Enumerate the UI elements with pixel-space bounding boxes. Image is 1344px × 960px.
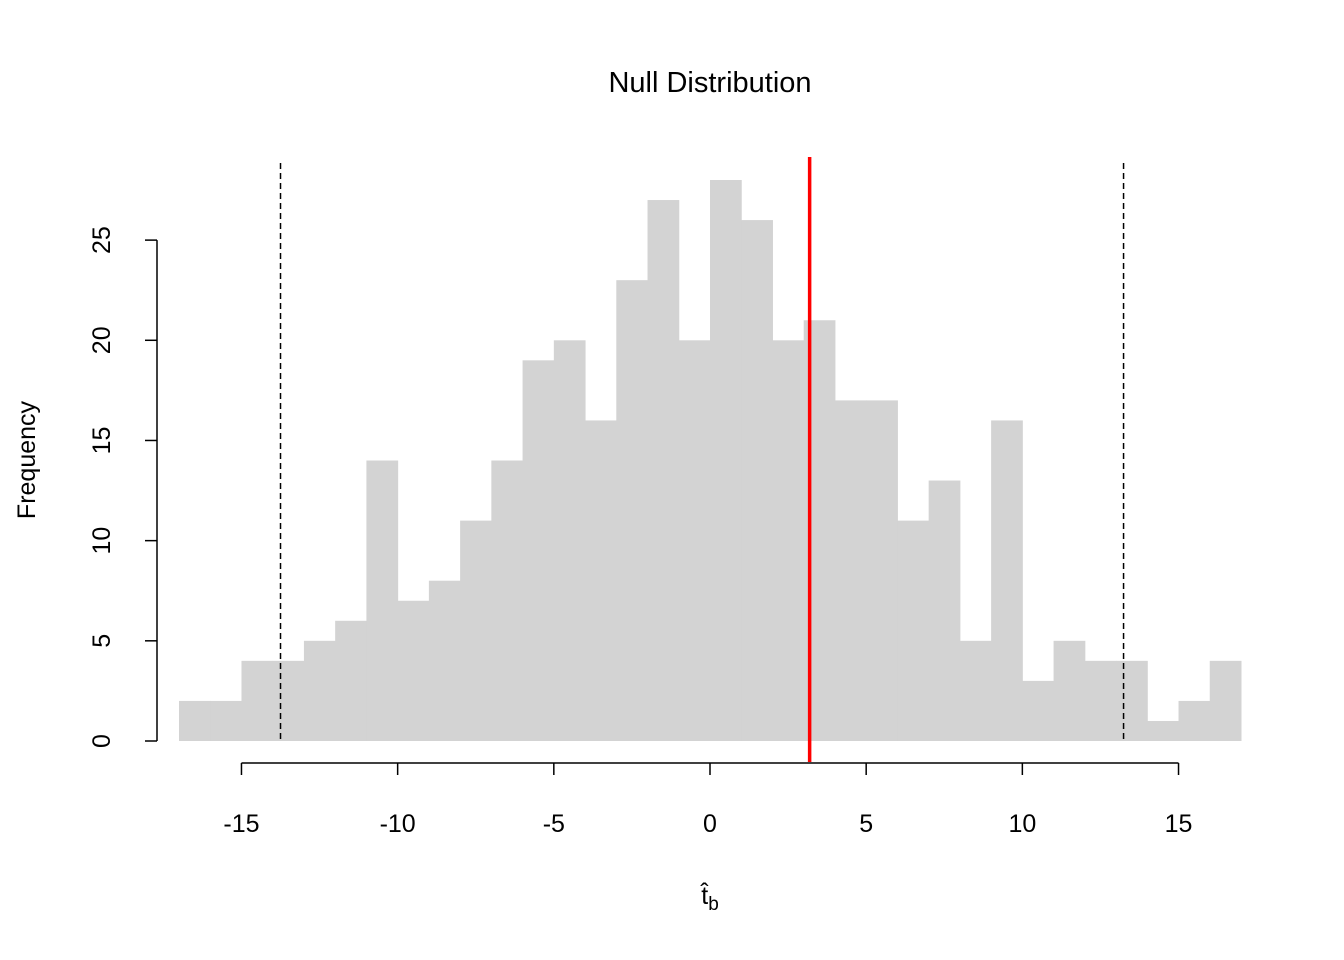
bar [647, 200, 680, 742]
bar [366, 460, 399, 741]
x-axis-label: t̂b [699, 882, 718, 915]
x-axis-label-main: t̂ [699, 882, 709, 910]
bar [179, 700, 211, 741]
x-tick-label: 10 [1008, 810, 1036, 838]
bar [210, 700, 242, 741]
bar [1084, 660, 1117, 741]
y-axis-label: Frequency [13, 400, 41, 519]
bar [959, 640, 992, 741]
y-tick-label: 5 [88, 634, 116, 648]
bar [866, 400, 898, 741]
bar [553, 340, 586, 741]
bar [1116, 660, 1148, 741]
x-tick-label: 5 [859, 810, 873, 838]
bar [1209, 660, 1242, 741]
bar [585, 420, 617, 741]
x-tick-label: 0 [703, 810, 717, 838]
bar [897, 520, 930, 741]
bar [1178, 700, 1211, 741]
x-axis-label-subscript: b [708, 894, 719, 915]
x-tick-label: -10 [380, 810, 416, 838]
bar [678, 340, 711, 741]
bar [772, 340, 805, 741]
bar [834, 400, 867, 741]
y-tick-label: 20 [88, 326, 116, 354]
bar [991, 420, 1023, 741]
bar [928, 480, 961, 741]
y-tick-label: 25 [88, 226, 116, 254]
chart-title: Null Distribution [608, 67, 811, 99]
bar [1053, 640, 1086, 741]
bar [428, 580, 461, 741]
bar [741, 220, 773, 742]
y-tick-label: 10 [88, 527, 116, 555]
bar [1147, 720, 1180, 741]
x-tick-label: -15 [223, 810, 259, 838]
bar [710, 180, 742, 741]
bar [303, 640, 336, 741]
y-tick-label: 15 [88, 427, 116, 455]
bar [335, 620, 367, 741]
bar [1022, 680, 1055, 741]
bar [397, 600, 430, 741]
y-tick-label: 0 [88, 734, 116, 748]
bar [491, 460, 524, 741]
bar [460, 520, 492, 741]
bar [272, 660, 305, 741]
bar [616, 280, 649, 741]
bar [241, 660, 274, 741]
bar [522, 360, 555, 741]
x-tick-label: -5 [543, 810, 565, 838]
x-tick-label: 15 [1165, 810, 1193, 838]
